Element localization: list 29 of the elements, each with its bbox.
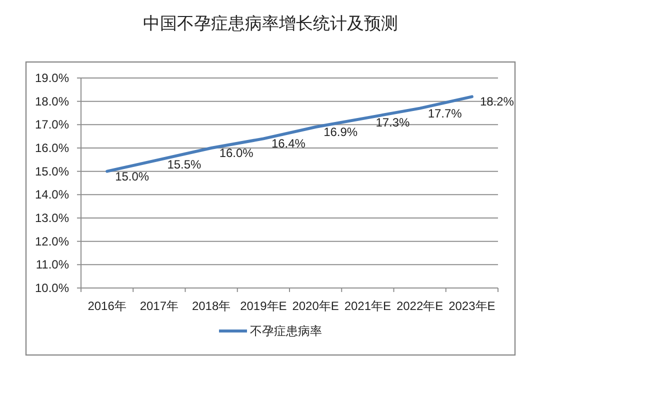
- data-label: 17.7%: [428, 106, 462, 120]
- data-label: 16.9%: [324, 125, 358, 139]
- title: 中国不孕症患病率增长统计及预测: [143, 14, 398, 33]
- legend-label: 不孕症患病率: [250, 324, 322, 338]
- data-label: 15.0%: [115, 169, 150, 184]
- y-tick-label: 10.0%: [34, 281, 69, 295]
- y-tick-label: 19.0%: [34, 71, 69, 85]
- data-label: 17.3%: [376, 116, 410, 130]
- y-tick-label: 11.0%: [36, 258, 69, 272]
- x-tick-label: 2020年E: [292, 299, 339, 313]
- y-tick-label: 16.0%: [34, 141, 69, 155]
- y-tick-label: 15.0%: [34, 164, 69, 178]
- data-label: 16.0%: [219, 146, 254, 160]
- x-tick-label: 2016年: [88, 299, 126, 313]
- data-label: 16.4%: [271, 136, 306, 151]
- y-tick-label: 18.0%: [34, 94, 69, 108]
- x-tick-label: 2018年: [192, 299, 231, 313]
- y-tick-label: 14.0%: [34, 188, 69, 202]
- x-tick-label: 2022年E: [396, 299, 444, 313]
- data-label: 15.5%: [167, 158, 202, 172]
- x-tick-label: 2019年E: [240, 299, 287, 313]
- x-tick-label: 2017年: [140, 299, 179, 313]
- y-tick-label: 13.0%: [34, 211, 69, 225]
- y-tick-label: 17.0%: [34, 118, 69, 132]
- x-tick-label: 2023年E: [448, 299, 496, 313]
- x-tick-label: 2021年E: [344, 299, 392, 313]
- data-label: 18.2%: [480, 94, 514, 109]
- y-tick-label: 12.0%: [34, 234, 69, 248]
- legend: 不孕症患病率: [219, 324, 322, 338]
